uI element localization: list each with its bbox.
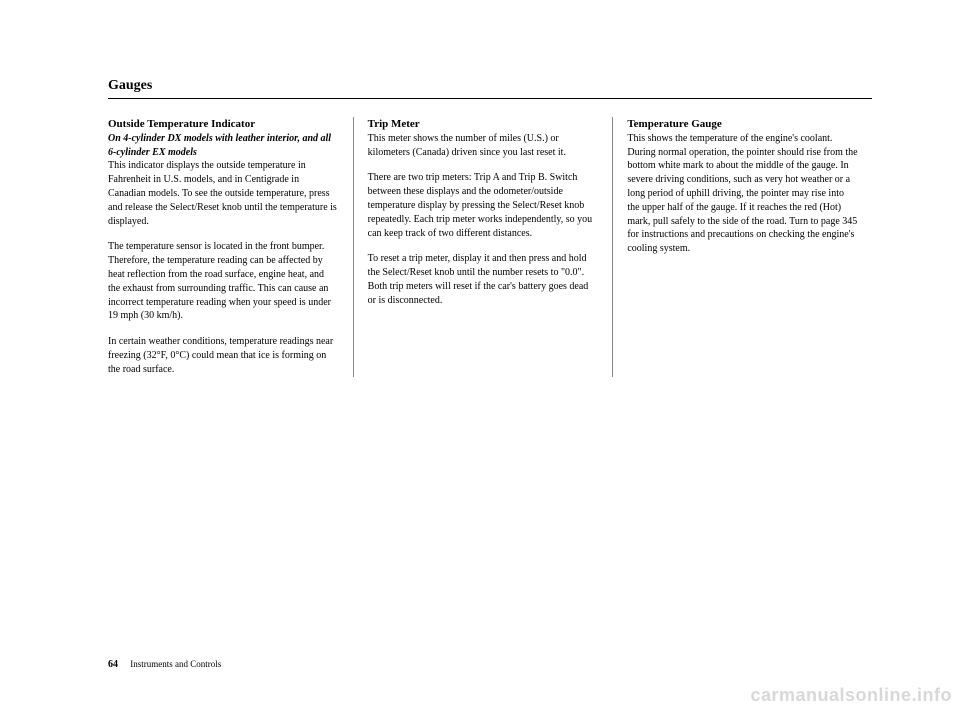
manual-page: Gauges Outside Temperature Indicator On … xyxy=(0,0,960,714)
col3-p1: This shows the temperature of the engine… xyxy=(627,132,858,256)
col2-p3: To reset a trip meter, display it and th… xyxy=(368,252,599,307)
col1-subheading: On 4-cylinder DX models with leather int… xyxy=(108,133,331,158)
col1-p1: This indicator displays the outside temp… xyxy=(108,160,337,226)
page-number: 64 xyxy=(108,659,118,670)
col1-p3: In certain weather conditions, temperatu… xyxy=(108,335,339,376)
page-header-title: Gauges xyxy=(108,78,872,94)
col1-p2: The temperature sensor is located in the… xyxy=(108,240,339,323)
column-1: Outside Temperature Indicator On 4-cylin… xyxy=(108,117,354,377)
content-columns: Outside Temperature Indicator On 4-cylin… xyxy=(108,117,872,377)
column-3: Temperature Gauge This shows the tempera… xyxy=(613,117,872,377)
col2-p2: There are two trip meters: Trip A and Tr… xyxy=(368,171,599,240)
col2-heading: Trip Meter xyxy=(368,117,599,132)
footer-section: Instruments and Controls xyxy=(130,659,221,669)
watermark: carmanualsonline.info xyxy=(750,685,952,706)
page-footer: 64 Instruments and Controls xyxy=(108,659,221,670)
col1-heading: Outside Temperature Indicator xyxy=(108,117,339,132)
header-rule xyxy=(108,98,872,99)
col2-p1: This meter shows the number of miles (U.… xyxy=(368,132,599,160)
column-2: Trip Meter This meter shows the number o… xyxy=(354,117,614,377)
col3-heading: Temperature Gauge xyxy=(627,117,858,132)
